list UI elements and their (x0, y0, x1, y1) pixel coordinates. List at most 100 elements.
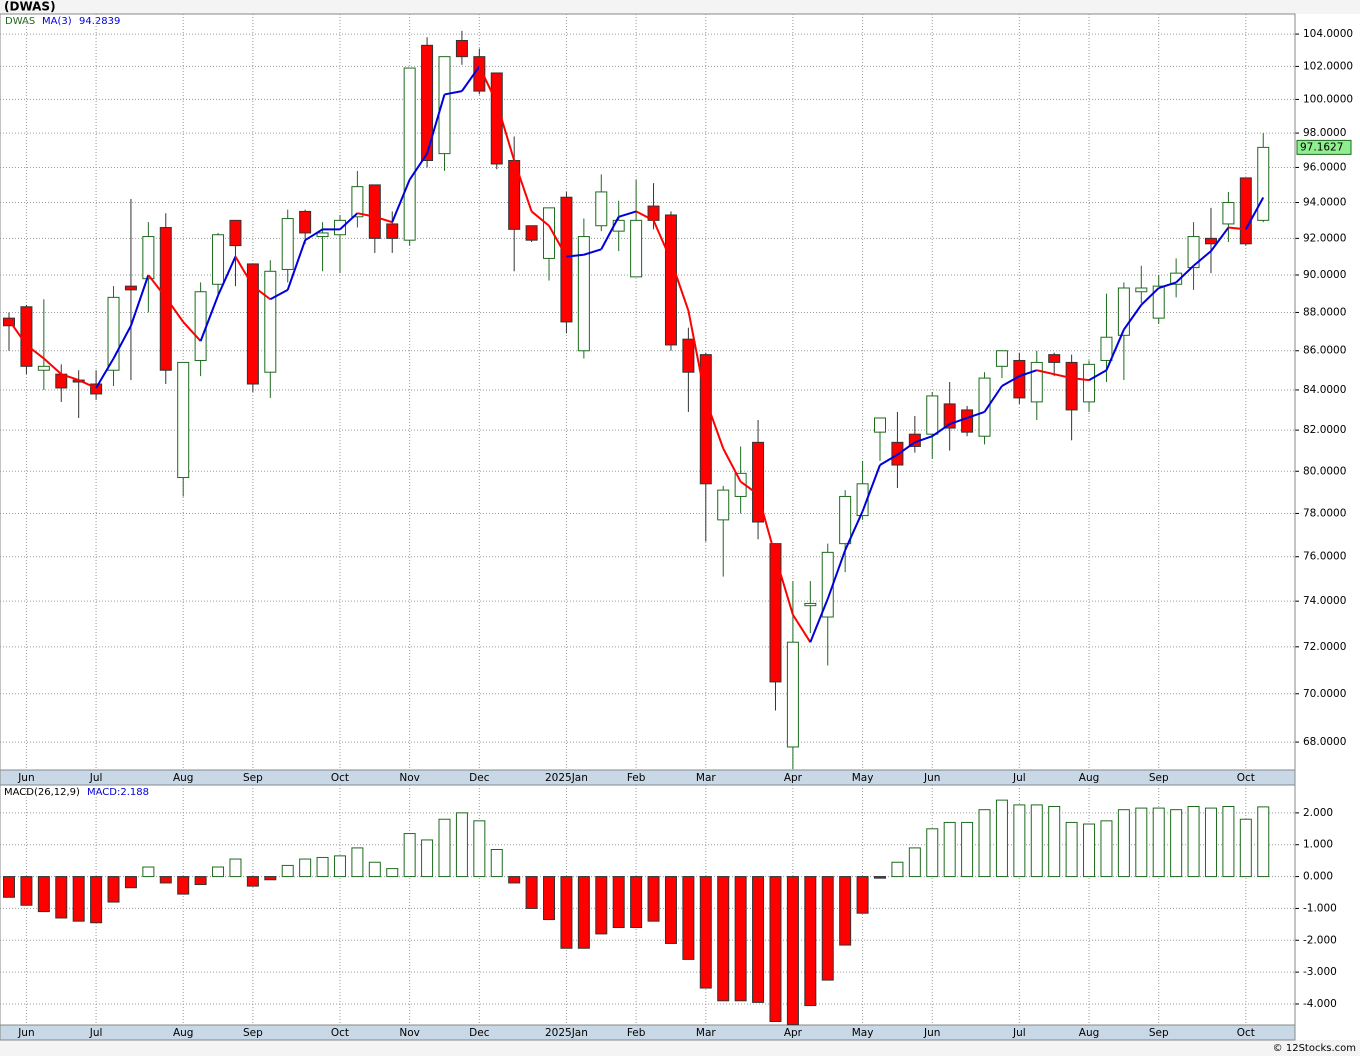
ma-line (826, 549, 847, 600)
y-tick-label: 1.000 (1303, 839, 1333, 851)
x-tick-label: Dec (469, 772, 490, 784)
macd-bar (839, 876, 852, 946)
candle-body (194, 291, 207, 361)
x-tick-label: Feb (627, 1027, 646, 1039)
macd-bar (333, 855, 346, 878)
macd-bar (664, 876, 677, 944)
ma-line (1053, 373, 1072, 380)
y-tick-label: -2.000 (1303, 934, 1337, 946)
ma-line (217, 256, 237, 296)
macd-bar (752, 876, 765, 1003)
last-price-box (1296, 139, 1352, 155)
macd-bar (1048, 805, 1061, 878)
macd-bar (1187, 805, 1200, 878)
macd-bar (961, 821, 974, 878)
macd-bar (1222, 805, 1235, 878)
candle-body (1152, 285, 1165, 319)
ma-line (461, 65, 481, 92)
macd-panel (0, 784, 1296, 1026)
candle-body (299, 210, 312, 234)
y-tick-label: 76.0000 (1303, 551, 1346, 563)
candle-body (403, 67, 416, 241)
x-tick-label: Aug (1079, 1027, 1100, 1039)
candle-body (1030, 361, 1043, 403)
candle-body (1100, 336, 1113, 361)
x-tick-label: Jun (17, 772, 34, 784)
macd-bar (421, 839, 434, 878)
candle-body (786, 641, 799, 748)
macd-bar (177, 876, 190, 895)
ma-line (1228, 226, 1246, 231)
ma-line (722, 448, 742, 483)
y-tick-label: -4.000 (1303, 998, 1337, 1010)
ma-line (1244, 197, 1265, 230)
y-tick-label: 90.0000 (1303, 269, 1346, 281)
candle-body (438, 56, 451, 155)
candle-body (560, 196, 573, 323)
ma-line (1158, 281, 1177, 289)
ma-line (896, 441, 916, 456)
candle-body (124, 285, 137, 291)
ma-line (652, 219, 672, 261)
macd-value-label: MACD:2.188 (87, 787, 149, 798)
macd-bar (142, 866, 155, 878)
y-tick-label: -3.000 (1303, 966, 1337, 978)
macd-bar (386, 868, 399, 878)
ma-line (687, 310, 707, 401)
ma-line (391, 179, 411, 223)
ma-line (566, 253, 584, 258)
macd-bar (281, 864, 294, 878)
macd-bar (525, 876, 538, 909)
ma-line (583, 248, 602, 256)
macd-bar (124, 876, 137, 889)
y-tick-label: 102.0000 (1303, 60, 1353, 72)
y-tick-label: -1.000 (1303, 902, 1337, 914)
ma-line (43, 357, 62, 375)
macd-bar (769, 876, 782, 1022)
x-tick-label: Oct (331, 1027, 349, 1039)
macd-bar (264, 876, 277, 881)
macd-bar (1152, 807, 1165, 878)
macd-bar (508, 876, 521, 884)
ma-line (1192, 250, 1212, 267)
ma-line (792, 614, 812, 643)
candle-body (1135, 287, 1148, 293)
ma-line (25, 344, 45, 360)
candle-body (421, 44, 434, 162)
macd-bar (351, 847, 364, 878)
macd-bar (682, 876, 695, 960)
candle-body (943, 403, 956, 429)
ma-line (861, 464, 881, 512)
ma-line (548, 225, 568, 258)
y-tick-label: 68.0000 (1303, 736, 1346, 748)
y-tick-label: 104.0000 (1303, 28, 1353, 40)
x-tick-label: May (852, 772, 874, 784)
macd-bar (577, 876, 590, 949)
ma-line (740, 480, 759, 496)
x-tick-label: Oct (331, 772, 349, 784)
ma-line (112, 325, 132, 359)
x-tick-label: Jun (923, 772, 940, 784)
x-tick-label: Mar (696, 1027, 716, 1039)
macd-bar (995, 799, 1008, 878)
macd-bar (717, 876, 730, 1002)
ma-line (1071, 377, 1090, 382)
macd-bar (299, 858, 312, 878)
legend-ma: MA(3) (42, 16, 72, 27)
ma-line (1123, 304, 1143, 331)
x-tick-label: Jun (17, 1027, 34, 1039)
right-axis-area (1295, 14, 1360, 1040)
macd-bar (1065, 821, 1078, 878)
candle-body (90, 383, 103, 395)
x-tick-label: Jul (1012, 772, 1026, 784)
ma-line (879, 453, 898, 466)
macd-bar (55, 876, 68, 919)
y-tick-label: 88.0000 (1303, 306, 1346, 318)
macd-bar (438, 818, 451, 878)
macd-bar (194, 876, 207, 886)
candle-body (717, 489, 730, 521)
candle-body (752, 441, 765, 523)
x-tick-label: Jul (1012, 1027, 1026, 1039)
ma-line (513, 160, 533, 212)
